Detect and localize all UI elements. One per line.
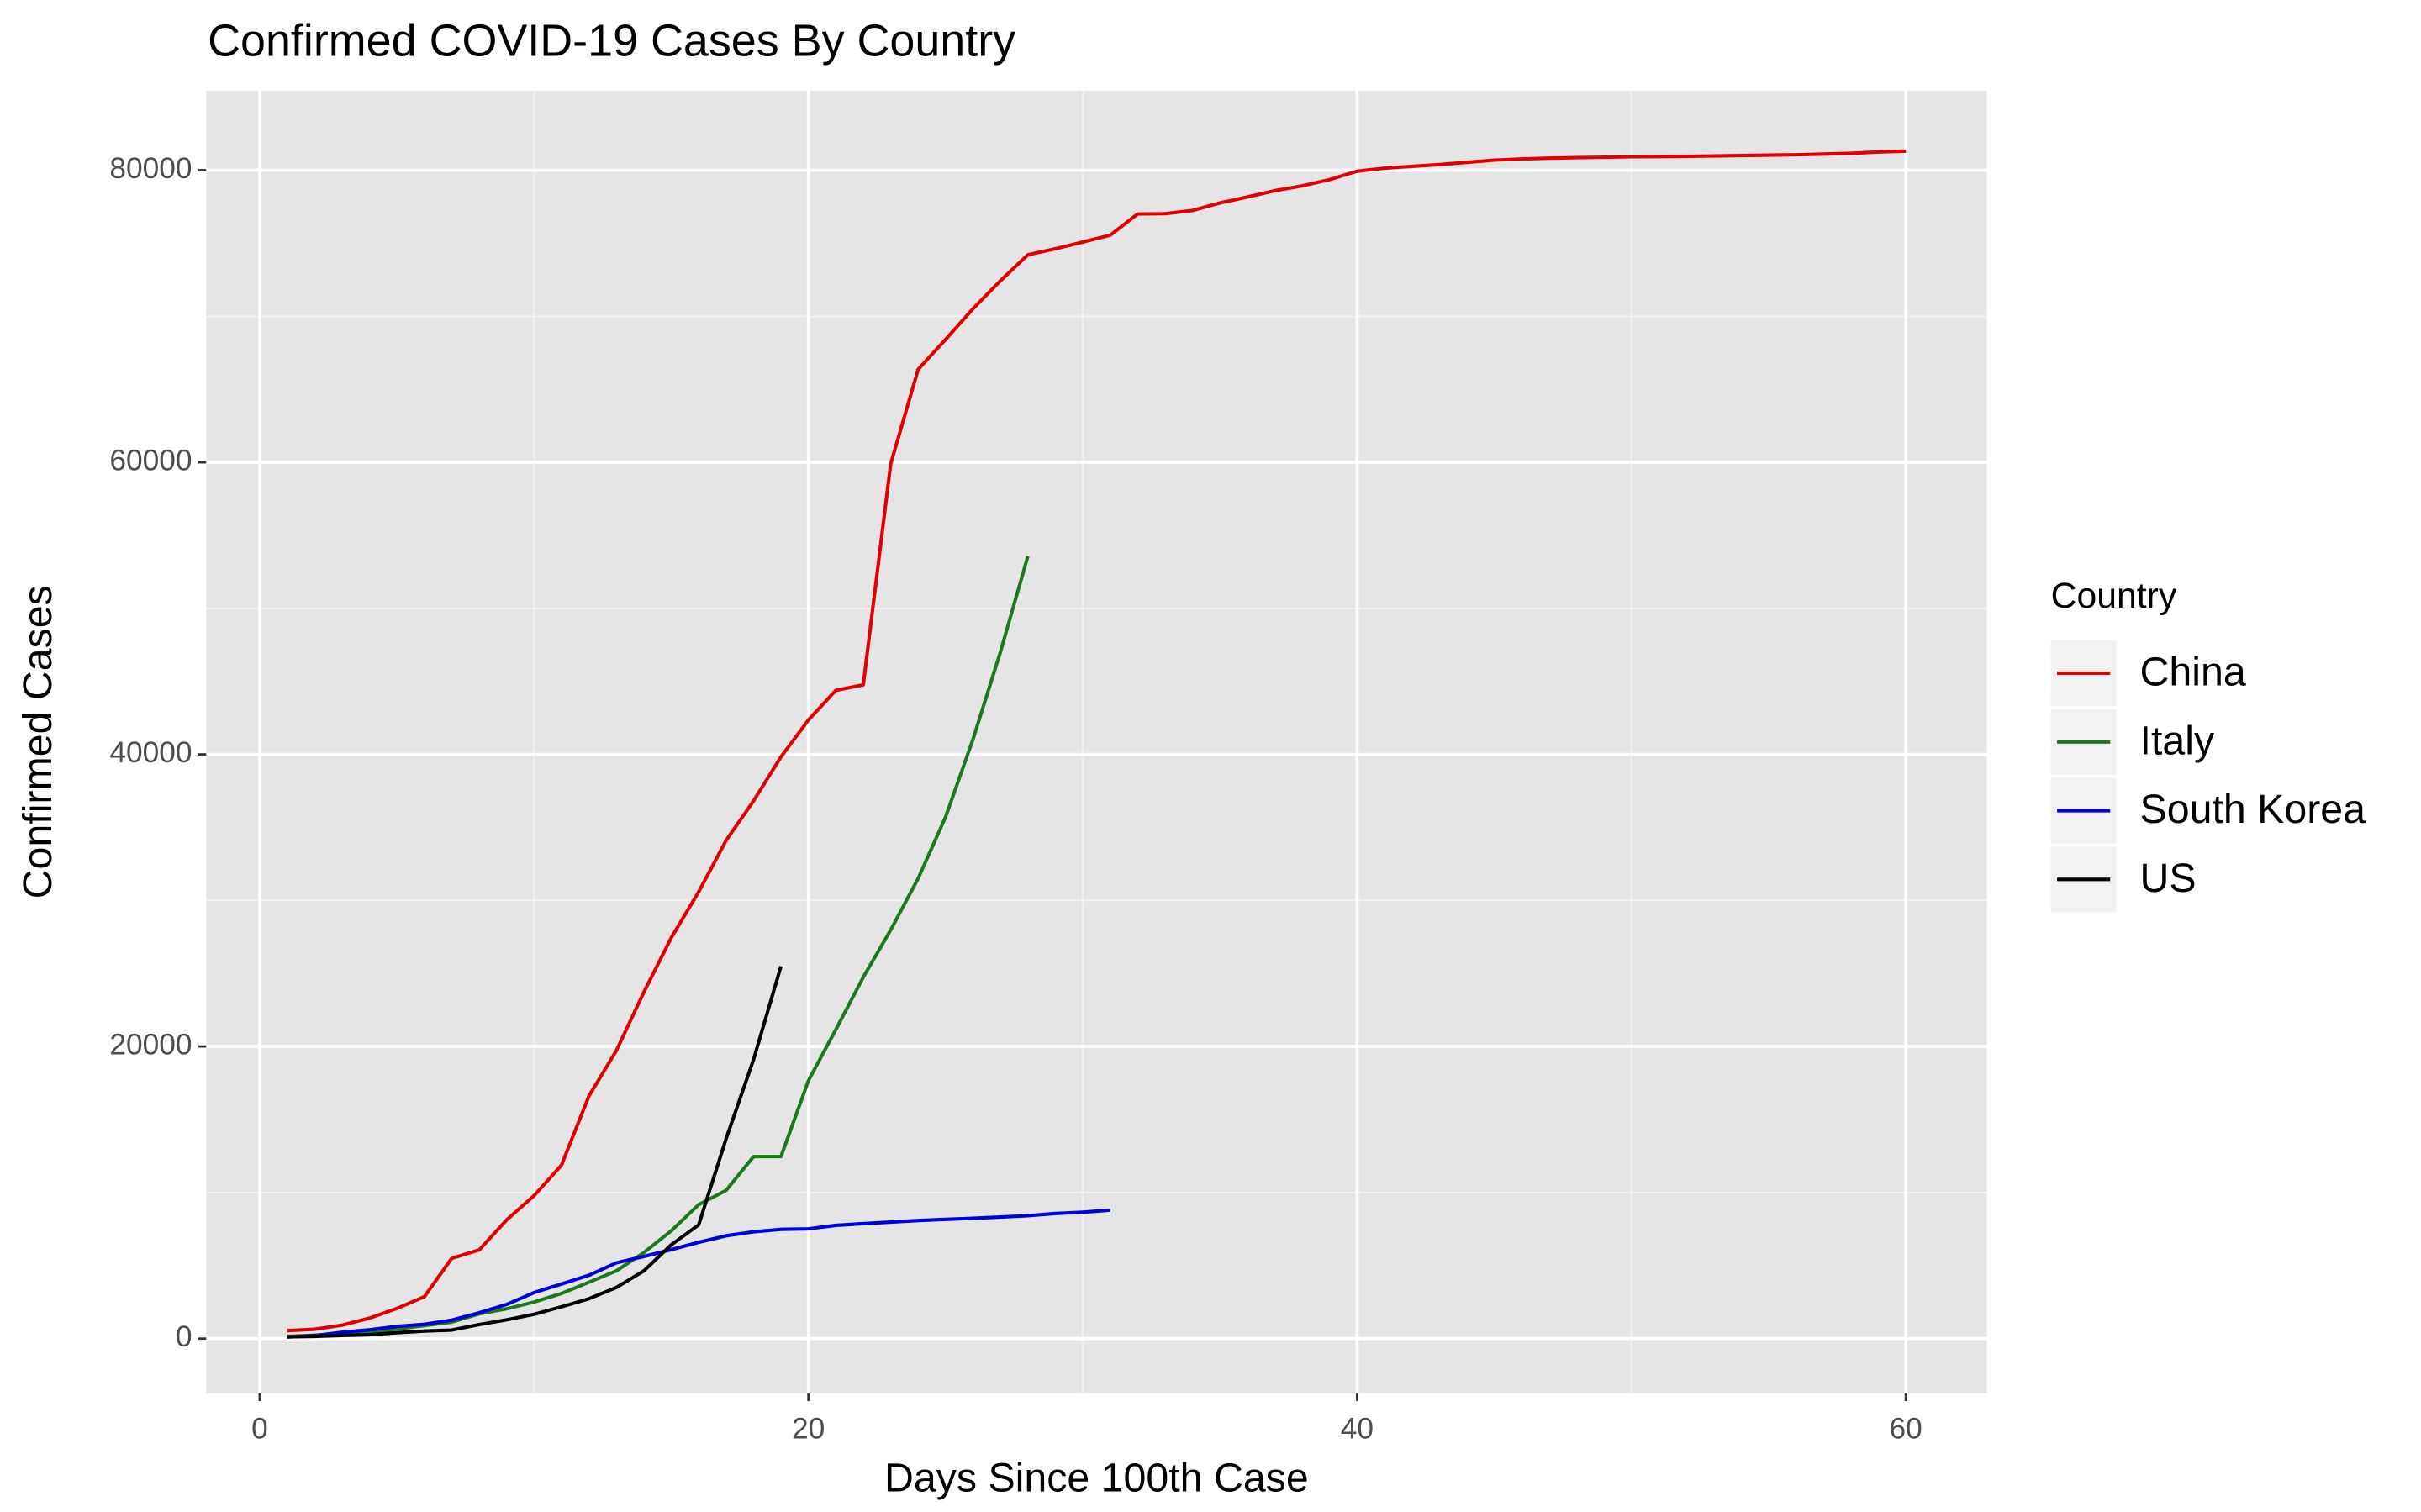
y-axis-title: Confirmed Cases [15, 585, 61, 898]
x-tick-label: 0 [251, 1413, 268, 1446]
legend: China Italy South Korea US [2050, 640, 2366, 913]
y-tick-label: 60000 [109, 444, 192, 477]
series-line [287, 149, 1907, 1333]
legend-label: China [2140, 650, 2246, 695]
x-tick-label: 20 [792, 1413, 825, 1446]
y-tick-label: 0 [176, 1320, 193, 1353]
legend-label: South Korea [2140, 787, 2366, 832]
y-tick-label: 40000 [109, 736, 192, 769]
series-line [287, 966, 783, 1339]
chart-title: Confirmed COVID-19 Cases By Country [208, 15, 1015, 66]
x-tick-label: 40 [1341, 1413, 1374, 1446]
series-line [287, 1208, 1110, 1339]
series-line [287, 556, 1030, 1339]
panel [206, 90, 1987, 1393]
x-axis-title: Days Since 100th Case [884, 1456, 1309, 1501]
y-tick-label: 20000 [109, 1028, 192, 1061]
grid: 0 20000 40000 60000 80000 0 20 40 60 [109, 90, 1987, 1446]
legend-label: Italy [2140, 718, 2215, 763]
x-tick-label: 60 [1890, 1413, 1923, 1446]
legend-title: Country [2051, 576, 2177, 616]
legend-label: US [2140, 856, 2197, 901]
y-tick-label: 80000 [109, 152, 192, 185]
lines [287, 149, 1907, 1339]
